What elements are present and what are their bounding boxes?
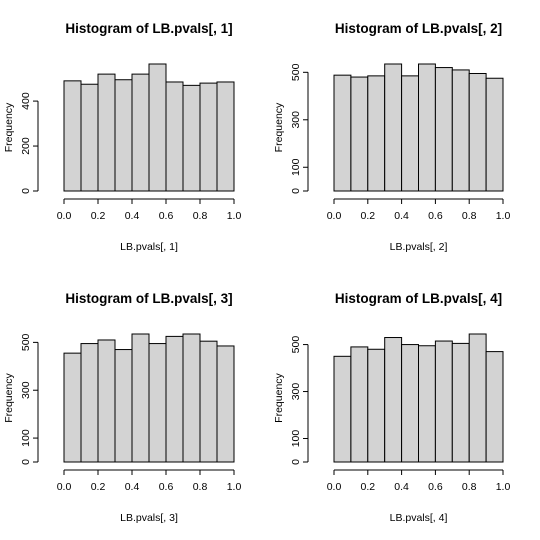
- histogram-bar: [131, 333, 150, 463]
- histogram-bar: [80, 83, 99, 192]
- histogram-bar: [451, 69, 470, 192]
- x-axis-label: LB.pvals[, 4]: [390, 512, 448, 524]
- histogram-bar: [182, 84, 201, 192]
- histogram-panel-3: Histogram of LB.pvals[, 3] 0.0 0.2 0.4 0.6 0.…: [3, 291, 241, 524]
- histogram-bar: [199, 340, 218, 463]
- x-tick-label: 0.0: [57, 481, 72, 493]
- histogram-bar: [401, 75, 420, 192]
- x-tick-label: 1.0: [496, 210, 511, 222]
- y-tick-label: 0: [20, 188, 32, 194]
- y-tick-label: 100: [20, 429, 32, 447]
- y-tick-label: 200: [20, 137, 32, 155]
- histogram-bar: [114, 79, 133, 192]
- x-tick-label: 0.4: [125, 210, 140, 222]
- x-tick-label: 0.4: [125, 481, 140, 493]
- y-tick-label: 500: [20, 333, 32, 351]
- y-tick-label: 500: [290, 63, 302, 81]
- histogram-bar: [350, 346, 369, 463]
- x-tick-label: 0.6: [428, 210, 443, 222]
- y-tick-label: 300: [20, 381, 32, 399]
- histogram-bar: [165, 81, 184, 192]
- histogram-bar: [401, 344, 420, 463]
- y-tick-label: 0: [20, 459, 32, 465]
- x-tick-label: 0.6: [159, 481, 174, 493]
- x-tick-label: 0.8: [193, 210, 208, 222]
- x-tick-label: 0.4: [394, 210, 409, 222]
- histogram-bar: [182, 333, 201, 463]
- histogram-bar: [485, 77, 504, 192]
- x-tick-label: 1.0: [227, 210, 242, 222]
- x-tick-label: 0.2: [360, 481, 375, 493]
- x-tick-label: 0.8: [193, 481, 208, 493]
- histogram-bar: [148, 63, 167, 192]
- x-tick-label: 0.8: [462, 210, 477, 222]
- histogram-bar: [485, 351, 504, 463]
- x-tick-label: 1.0: [496, 481, 511, 493]
- y-axis-label: Frequency: [3, 372, 15, 422]
- histogram-bar: [350, 76, 369, 192]
- histogram-bar: [63, 352, 82, 463]
- histogram-bar: [216, 345, 235, 463]
- y-axis-label: Frequency: [273, 102, 285, 152]
- chart-title: Histogram of LB.pvals[, 2]: [335, 21, 502, 36]
- x-tick-label: 0.2: [360, 210, 375, 222]
- y-tick-label: 100: [290, 430, 302, 448]
- histogram-bar: [216, 81, 235, 192]
- y-tick-label: 100: [290, 158, 302, 176]
- x-axis-label: LB.pvals[, 1]: [120, 241, 178, 253]
- histogram-bar: [418, 345, 436, 463]
- chart-title: Histogram of LB.pvals[, 4]: [335, 291, 502, 306]
- y-axis-label: Frequency: [273, 372, 285, 422]
- x-tick-label: 0.2: [91, 481, 106, 493]
- histogram-bar: [80, 343, 99, 463]
- x-tick-label: 0.0: [327, 481, 342, 493]
- histogram-bar: [333, 74, 352, 192]
- histogram-panel-4: Histogram of LB.pvals[, 4] 0.0 0.2 0.4 0.6 0.…: [273, 291, 510, 524]
- histogram-bar: [434, 67, 453, 192]
- y-tick-label: 300: [290, 383, 302, 401]
- histogram-bar: [367, 348, 386, 463]
- x-tick-label: 0.4: [394, 481, 409, 493]
- histogram-bar: [434, 340, 453, 463]
- chart-title: Histogram of LB.pvals[, 1]: [65, 21, 232, 36]
- histogram-bar: [97, 73, 116, 192]
- x-tick-label: 0.6: [428, 481, 443, 493]
- x-axis-label: LB.pvals[, 2]: [390, 241, 448, 253]
- x-tick-label: 0.6: [159, 210, 174, 222]
- histogram-bar: [131, 73, 150, 192]
- histogram-bar: [367, 75, 386, 192]
- x-tick-label: 0.2: [91, 210, 106, 222]
- chart-title: Histogram of LB.pvals[, 3]: [65, 291, 232, 306]
- histogram-bar: [451, 342, 470, 463]
- histogram-bar: [114, 349, 133, 463]
- x-tick-label: 1.0: [227, 481, 242, 493]
- y-tick-label: 300: [290, 111, 302, 129]
- y-tick-label: 0: [290, 188, 302, 194]
- histogram-bar: [384, 337, 403, 463]
- histogram-bar: [148, 343, 167, 463]
- y-tick-label: 500: [290, 336, 302, 354]
- y-tick-label: 0: [290, 459, 302, 465]
- histogram-panel-1: Histogram of LB.pvals[, 1] 0.0 0.2 0.4 0.6 0.…: [3, 21, 241, 253]
- y-axis-label: Frequency: [3, 102, 15, 152]
- x-axis-label: LB.pvals[, 3]: [120, 512, 178, 524]
- histogram-bar: [468, 72, 487, 192]
- histogram-bar: [63, 80, 82, 192]
- x-tick-label: 0.0: [327, 210, 342, 222]
- y-tick-label: 400: [20, 92, 32, 110]
- x-tick-label: 0.8: [462, 481, 477, 493]
- x-tick-label: 0.0: [57, 210, 72, 222]
- histogram-bar: [165, 335, 184, 463]
- histogram-bar: [97, 339, 116, 463]
- histogram-bar: [333, 355, 352, 463]
- histogram-bar: [468, 333, 487, 463]
- histogram-panel-2: Histogram of LB.pvals[, 2] 0.0 0.2 0.4 0.6 0.…: [273, 21, 510, 253]
- histogram-bar: [199, 82, 218, 192]
- histogram-bar: [418, 63, 436, 192]
- histogram-bar: [384, 63, 403, 192]
